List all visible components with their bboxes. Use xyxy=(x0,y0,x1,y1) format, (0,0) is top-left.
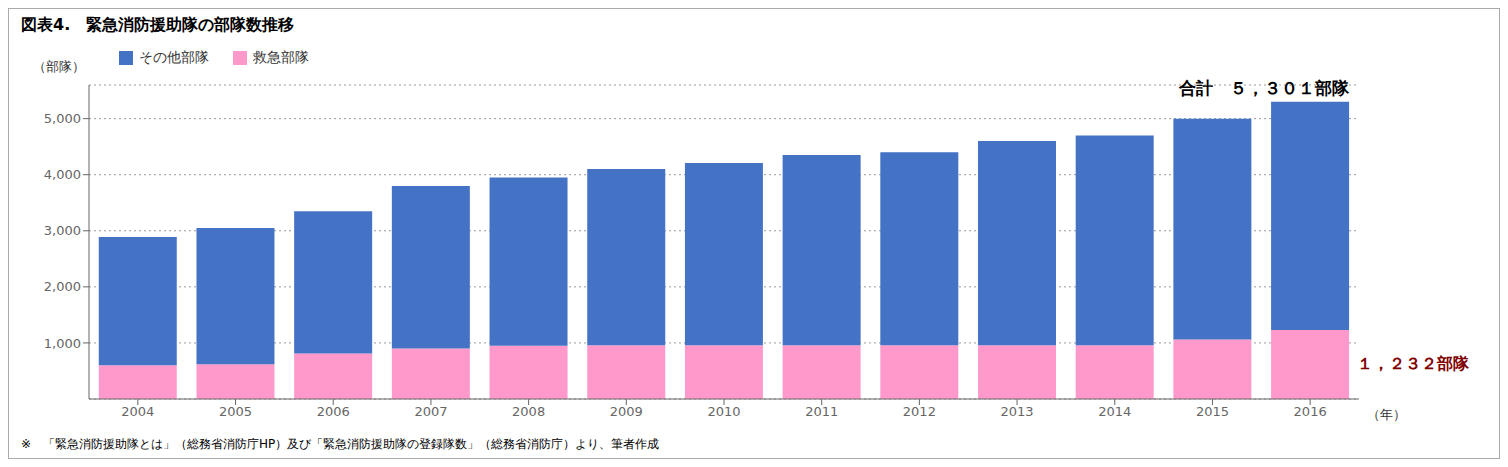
svg-text:2012: 2012 xyxy=(903,404,936,419)
svg-text:3,000: 3,000 xyxy=(44,223,81,238)
svg-text:5,000: 5,000 xyxy=(44,111,81,126)
svg-text:2015: 2015 xyxy=(1196,404,1229,419)
svg-text:2006: 2006 xyxy=(317,404,350,419)
svg-text:2,000: 2,000 xyxy=(44,279,81,294)
html-text:救急部隊: 救急部隊 xyxy=(253,49,309,65)
svg-text:2008: 2008 xyxy=(512,404,545,419)
html-text:図表4. 緊急消防援助隊の部隊数推移: 図表4. 緊急消防援助隊の部隊数推移 xyxy=(21,15,295,34)
svg-text:合計 ５，３０１部隊: 合計 ５，３０１部隊 xyxy=(1178,78,1350,98)
html-text:※ 「緊急消防援助隊とは」（総務省消防庁HP）及び「緊急消防: ※ 「緊急消防援助隊とは」（総務省消防庁HP）及び「緊急消防援助隊の登録隊数」（… xyxy=(21,437,660,451)
svg-text:（年）: （年） xyxy=(1367,407,1406,422)
svg-text:2014: 2014 xyxy=(1098,404,1131,419)
svg-text:2016: 2016 xyxy=(1294,404,1327,419)
svg-text:2005: 2005 xyxy=(219,404,252,419)
svg-text:１，２３２部隊: １，２３２部隊 xyxy=(1357,354,1470,373)
svg-text:2011: 2011 xyxy=(805,404,838,419)
svg-text:1,000: 1,000 xyxy=(44,336,81,351)
svg-text:2013: 2013 xyxy=(1001,404,1034,419)
svg-text:4,000: 4,000 xyxy=(44,167,81,182)
svg-text:（部隊）: （部隊） xyxy=(33,59,85,74)
svg-text:2009: 2009 xyxy=(610,404,643,419)
svg-text:2004: 2004 xyxy=(121,404,154,419)
svg-text:2007: 2007 xyxy=(414,404,447,419)
html-text:その他部隊: その他部隊 xyxy=(139,49,209,65)
svg-text:2010: 2010 xyxy=(707,404,740,419)
